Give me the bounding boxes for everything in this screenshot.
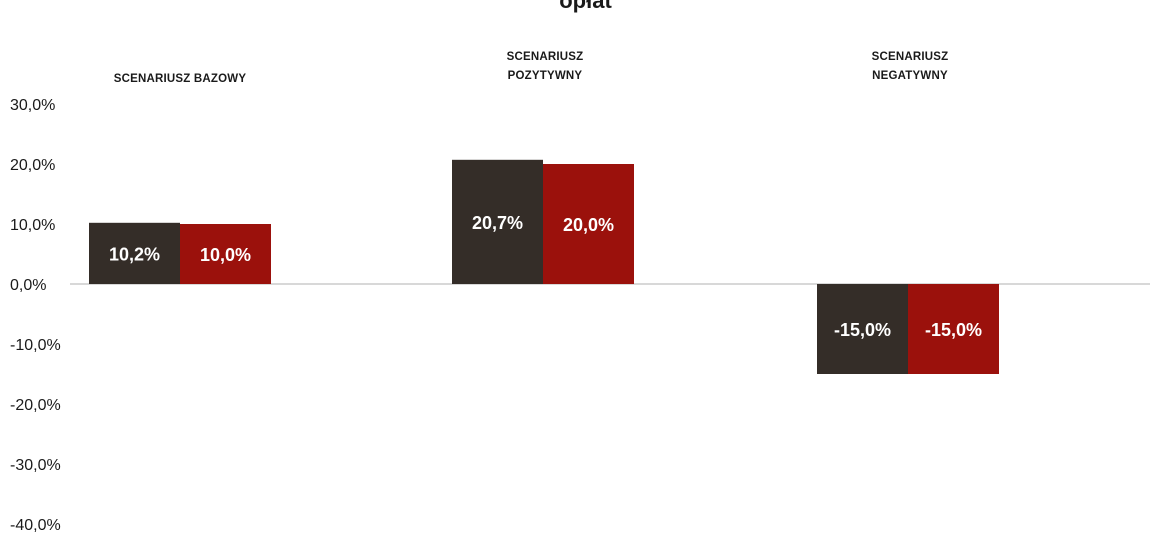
data-label: -15,0% [925,320,982,340]
bar [89,222,180,284]
category-label-bazowy: SCENARIUSZ BAZOWY [113,73,247,85]
bar [817,284,908,374]
bar [908,284,999,374]
category-label-pozytywny: SCENARIUSZ POZYTYWNY [506,51,584,82]
chart-title: opłat [0,0,1171,16]
y-tick-label: -20,0% [10,397,61,414]
y-tick-label: -40,0% [10,517,61,533]
bar [543,164,634,284]
data-label: 20,7% [472,213,523,233]
bar [452,159,543,284]
data-label: 10,2% [109,244,160,264]
y-tick-label: 0,0% [10,277,46,294]
y-tick-label: -10,0% [10,337,61,354]
data-label: -15,0% [834,320,891,340]
chart-title-line-2: opłat [559,0,612,13]
data-label: 10,0% [200,245,251,265]
category-label-negatywny: SCENARIUSZ NEGATYWNY [871,51,949,82]
y-tick-label: 20,0% [10,157,55,174]
y-tick-label: 30,0% [10,97,55,114]
y-tick-label: 10,0% [10,217,55,234]
data-label: 20,0% [563,215,614,235]
y-tick-label: -30,0% [10,457,61,474]
bar [180,224,271,284]
